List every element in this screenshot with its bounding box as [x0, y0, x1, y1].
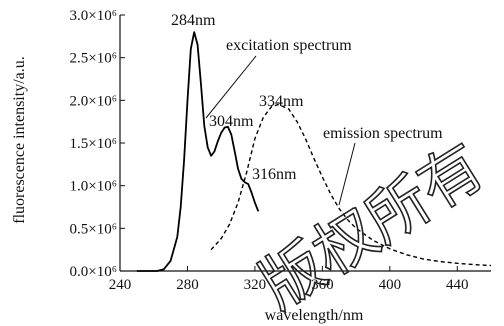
label-excitation-spectrum: excitation spectrum	[226, 37, 352, 54]
leader-line-excitation	[205, 55, 257, 119]
y-tick-label: 0.0×10⁶	[70, 264, 117, 280]
leader-line-emission	[338, 142, 356, 206]
y-axis-ticks: 0.0×10⁶ 0.5×10⁶ 1.0×10⁶ 1.5×10⁶ 2.0×10⁶ 2.5×1…	[70, 8, 125, 280]
label-emission-spectrum: emission spectrum	[323, 125, 443, 142]
label-284nm: 284nm	[171, 12, 216, 29]
x-axis-ticks: 240 280 320 360 400 440	[109, 266, 469, 293]
y-tick-label: 0.5×10⁶	[70, 221, 117, 237]
x-tick-label: 320	[244, 277, 267, 293]
watermark: 版权所有	[247, 129, 496, 322]
annotations: 284nm 304nm 316nm 334nm excitation spect…	[171, 12, 443, 206]
y-tick-label: 1.0×10⁶	[70, 179, 117, 195]
y-tick-label: 2.0×10⁶	[70, 93, 117, 109]
x-tick-label: 400	[379, 277, 402, 293]
label-334nm: 334nm	[259, 93, 304, 110]
label-316nm: 316nm	[252, 166, 297, 183]
x-tick-label: 240	[109, 277, 132, 293]
x-tick-label: 280	[176, 277, 199, 293]
x-tick-label: 440	[446, 277, 469, 293]
series-lines	[136, 31, 492, 272]
y-axis-label: fluorescence intensity/a.u.	[11, 56, 28, 224]
label-304nm: 304nm	[209, 113, 254, 130]
y-tick-label: 1.5×10⁶	[70, 136, 117, 152]
excitation-series-line	[136, 31, 260, 272]
y-tick-label: 3.0×10⁶	[70, 8, 117, 24]
y-tick-label: 2.5×10⁶	[70, 51, 117, 67]
emission-series-line	[210, 103, 492, 267]
x-tick-label: 360	[311, 277, 334, 293]
x-axis-label: wavelength/nm	[265, 307, 364, 324]
